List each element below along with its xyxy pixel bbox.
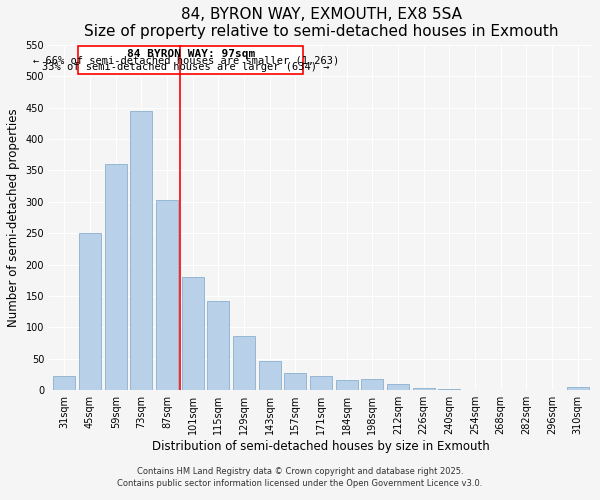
Bar <box>336 380 358 390</box>
Bar <box>387 384 409 390</box>
Text: Contains HM Land Registry data © Crown copyright and database right 2025.: Contains HM Land Registry data © Crown c… <box>137 467 463 476</box>
Bar <box>79 233 101 390</box>
Bar <box>310 376 332 390</box>
Bar <box>259 360 281 390</box>
Text: 33% of semi-detached houses are larger (634) →: 33% of semi-detached houses are larger (… <box>42 62 329 72</box>
Bar <box>130 110 152 390</box>
Bar <box>53 376 75 390</box>
FancyBboxPatch shape <box>79 46 303 74</box>
Bar <box>284 372 306 390</box>
Bar <box>105 164 127 390</box>
Y-axis label: Number of semi-detached properties: Number of semi-detached properties <box>7 108 20 327</box>
Text: Contains public sector information licensed under the Open Government Licence v3: Contains public sector information licen… <box>118 479 482 488</box>
Text: 84 BYRON WAY: 97sqm: 84 BYRON WAY: 97sqm <box>127 49 255 59</box>
Text: ← 66% of semi-detached houses are smaller (1,263): ← 66% of semi-detached houses are smalle… <box>32 56 339 66</box>
Bar <box>233 336 255 390</box>
X-axis label: Distribution of semi-detached houses by size in Exmouth: Distribution of semi-detached houses by … <box>152 440 490 453</box>
Bar <box>208 301 229 390</box>
Bar <box>413 388 434 390</box>
Bar <box>156 200 178 390</box>
Title: 84, BYRON WAY, EXMOUTH, EX8 5SA
Size of property relative to semi-detached house: 84, BYRON WAY, EXMOUTH, EX8 5SA Size of … <box>84 7 558 40</box>
Bar <box>361 379 383 390</box>
Bar <box>439 389 460 390</box>
Bar <box>567 387 589 390</box>
Bar <box>182 277 203 390</box>
